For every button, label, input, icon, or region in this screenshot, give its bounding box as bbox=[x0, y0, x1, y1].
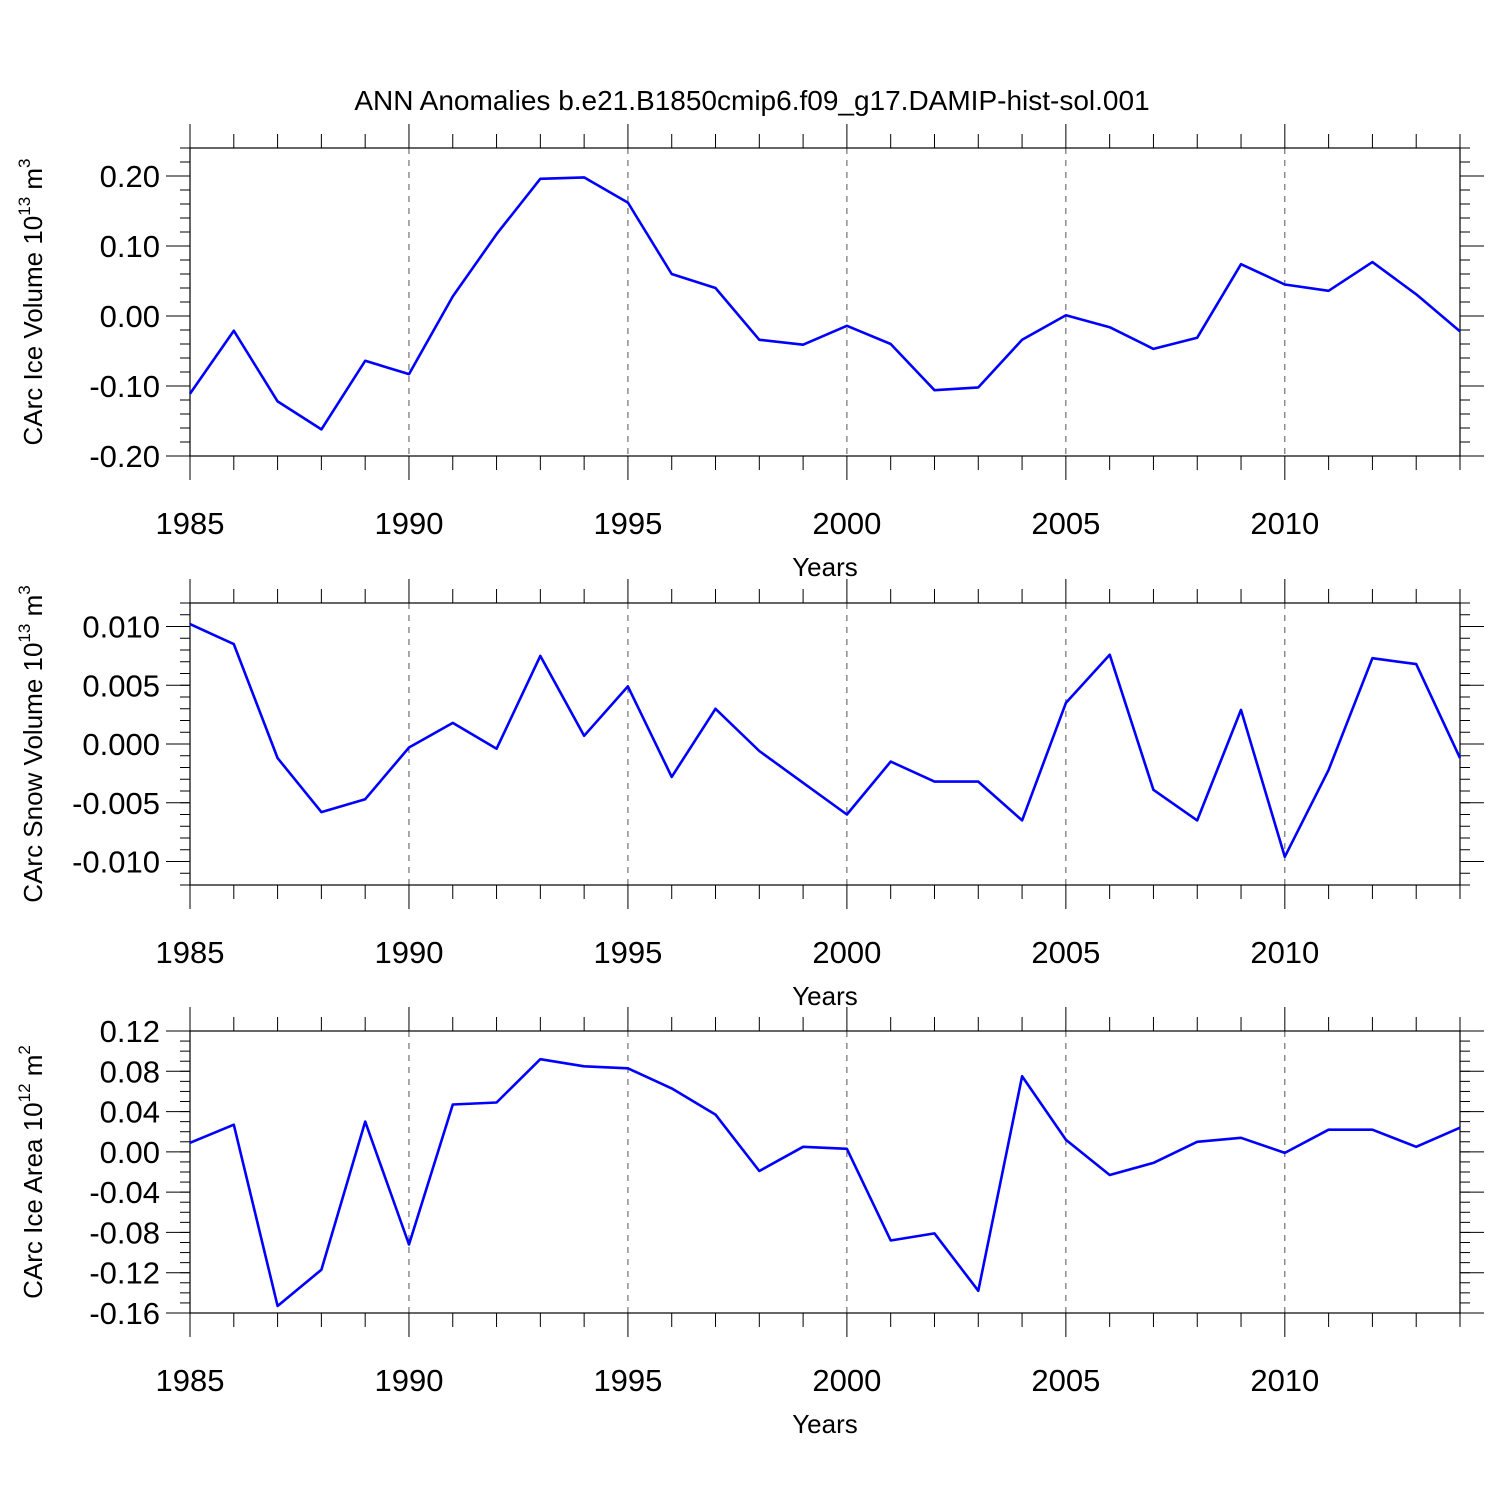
x-tick-label: 2005 bbox=[1031, 935, 1100, 970]
y-axis-label: CArc Ice Area 1012 m2 bbox=[15, 1045, 48, 1299]
x-tick-label: 2000 bbox=[812, 1363, 881, 1398]
x-tick-label: 2010 bbox=[1250, 935, 1319, 970]
y-tick-label: 0.12 bbox=[100, 1014, 160, 1049]
y-tick-label: -0.010 bbox=[72, 845, 160, 880]
panel-ice-volume: -0.20 -0.10 0.00 0.10 0.20 1985 1990 1995 2000 20… bbox=[15, 124, 1484, 582]
y-axis-label-unit-exponent: 3 bbox=[15, 158, 34, 167]
series-line-snow-volume bbox=[189, 622, 1462, 859]
y-tick-label: 0.010 bbox=[82, 610, 160, 645]
x-tick-label: 1985 bbox=[156, 506, 225, 541]
y-axis-label-unit: m bbox=[18, 1055, 48, 1084]
chart-title: ANN Anomalies b.e21.B1850cmip6.f09_g17.D… bbox=[354, 85, 1149, 116]
x-tick-label: 2005 bbox=[1031, 1363, 1100, 1398]
y-axis-label-exponent: 13 bbox=[15, 197, 34, 216]
y-axis-label-exponent: 13 bbox=[15, 624, 34, 643]
y-axis-label-text: CArc Ice Volume 10 bbox=[18, 216, 48, 446]
x-tick-label: 2000 bbox=[812, 935, 881, 970]
x-tick-label: 1990 bbox=[374, 506, 443, 541]
y-axis-label-unit: m bbox=[18, 595, 48, 624]
y-tick-label: -0.16 bbox=[89, 1296, 160, 1331]
y-axis-label-text: CArc Snow Volume 10 bbox=[18, 643, 48, 903]
x-axis-label: Years bbox=[792, 981, 858, 1011]
y-axis-label-unit: m bbox=[18, 168, 48, 197]
x-tick-label: 1995 bbox=[593, 506, 662, 541]
x-tick-label: 2005 bbox=[1031, 506, 1100, 541]
y-tick-label: -0.12 bbox=[89, 1256, 160, 1291]
panel-ice-area: -0.16 -0.12 -0.08 -0.04 0.00 0.04 0.08 0.12 1985… bbox=[15, 1007, 1484, 1439]
y-axis-label-text: CArc Ice Area 10 bbox=[18, 1102, 48, 1299]
plot-frame bbox=[189, 147, 1461, 457]
plot-frame bbox=[189, 602, 1461, 886]
y-tick-label: 0.000 bbox=[82, 727, 160, 762]
y-tick-label: -0.04 bbox=[89, 1175, 160, 1210]
y-axis-label-unit-exponent: 3 bbox=[15, 585, 34, 594]
y-tick-label: 0.04 bbox=[100, 1095, 160, 1130]
x-axis-label: Years bbox=[792, 552, 858, 582]
x-tick-label: 2010 bbox=[1250, 1363, 1319, 1398]
y-tick-label: 0.10 bbox=[100, 229, 160, 264]
y-axis-label-exponent: 12 bbox=[15, 1083, 34, 1102]
y-tick-label: -0.10 bbox=[89, 369, 160, 404]
x-tick-label: 2000 bbox=[812, 506, 881, 541]
x-tick-label: 1985 bbox=[156, 1363, 225, 1398]
x-tick-label: 1995 bbox=[593, 1363, 662, 1398]
y-tick-label: 0.00 bbox=[100, 299, 160, 334]
y-tick-label: 0.08 bbox=[100, 1054, 160, 1089]
y-tick-label: -0.08 bbox=[89, 1215, 160, 1250]
y-tick-label: 0.20 bbox=[100, 159, 160, 194]
x-tick-label: 2010 bbox=[1250, 506, 1319, 541]
y-axis-label: CArc Ice Volume 1013 m3 bbox=[15, 158, 48, 445]
panel-snow-volume: -0.010 -0.005 0.000 0.005 0.010 1985 1990 1995 2… bbox=[15, 579, 1484, 1011]
y-axis-label: CArc Snow Volume 1013 m3 bbox=[15, 585, 48, 902]
y-tick-label: 0.005 bbox=[82, 668, 160, 703]
x-tick-label: 1990 bbox=[374, 935, 443, 970]
x-tick-label: 1985 bbox=[156, 935, 225, 970]
x-axis-label: Years bbox=[792, 1409, 858, 1439]
x-tick-label: 1990 bbox=[374, 1363, 443, 1398]
y-tick-label: 0.00 bbox=[100, 1135, 160, 1170]
series-line-ice-volume bbox=[188, 176, 1461, 431]
series-line-ice-area bbox=[189, 1057, 1461, 1308]
y-tick-label: -0.20 bbox=[89, 439, 160, 474]
plot-frame bbox=[189, 1030, 1461, 1314]
x-tick-label: 1995 bbox=[593, 935, 662, 970]
y-tick-label: -0.005 bbox=[72, 786, 160, 821]
y-axis-label-unit-exponent: 2 bbox=[15, 1045, 34, 1054]
